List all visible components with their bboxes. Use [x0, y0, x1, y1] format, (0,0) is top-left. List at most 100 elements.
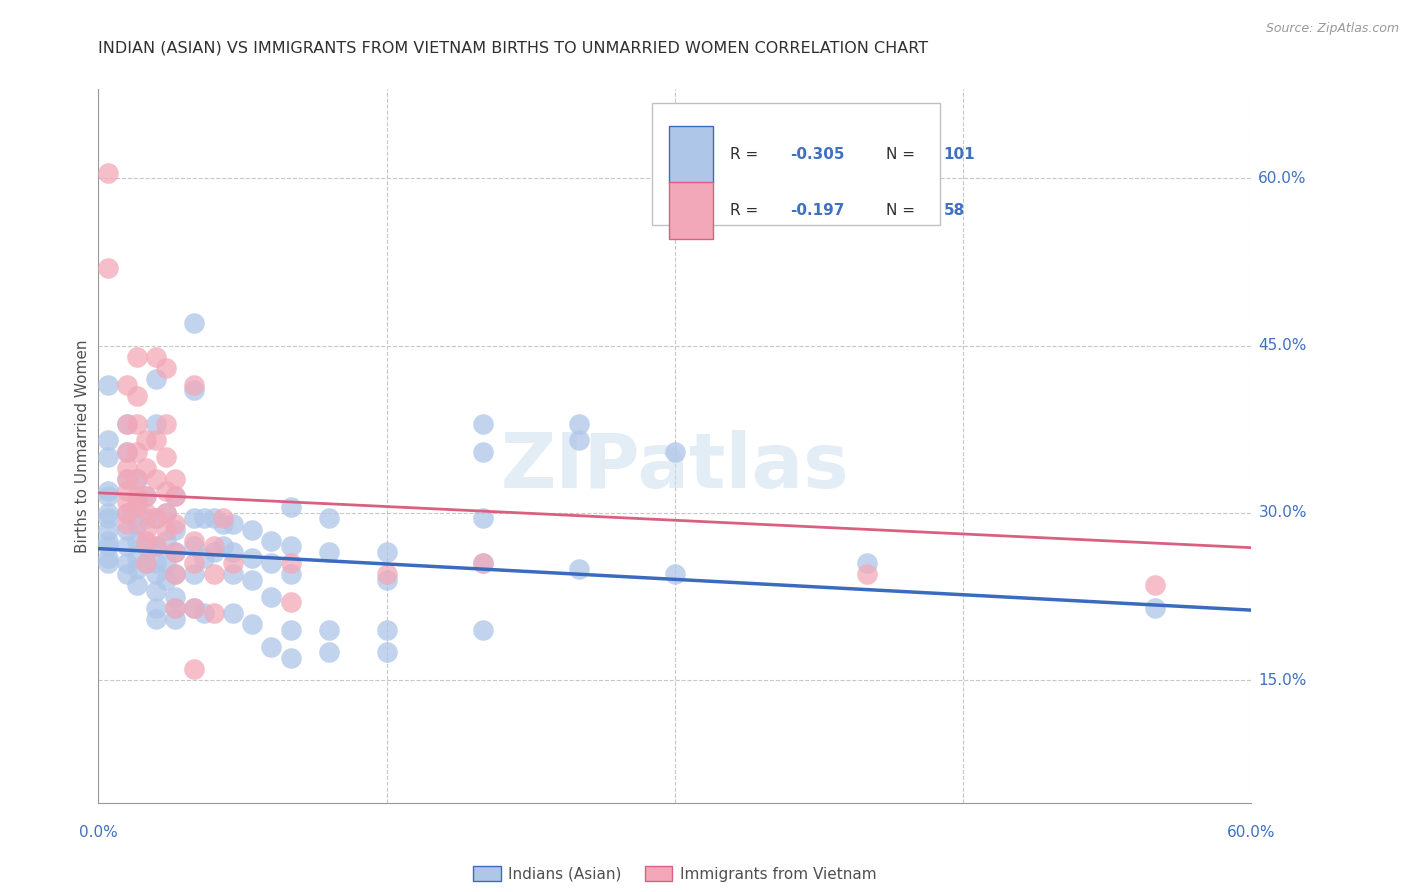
Point [165, 545, 187, 559]
Point [125, 500, 148, 515]
Point [165, 612, 187, 626]
Point [318, 645, 340, 659]
Point [135, 511, 157, 525]
Point [212, 539, 235, 553]
Point [117, 506, 138, 520]
Point [97, 506, 120, 520]
Point [117, 472, 138, 486]
Point [117, 377, 138, 392]
Point [125, 489, 148, 503]
Point [135, 489, 157, 503]
Text: INDIAN (ASIAN) VS IMMIGRANTS FROM VIETNAM BIRTHS TO UNMARRIED WOMEN CORRELATION : INDIAN (ASIAN) VS IMMIGRANTS FROM VIETNA… [98, 40, 928, 55]
Point [193, 607, 215, 621]
Point [97, 166, 120, 180]
Point [97, 483, 120, 498]
Point [183, 384, 205, 398]
Bar [669, 182, 713, 239]
Text: N =: N = [886, 147, 920, 162]
Y-axis label: Births to Unmarried Women: Births to Unmarried Women [75, 339, 90, 553]
Point [125, 472, 148, 486]
Point [568, 562, 591, 576]
FancyBboxPatch shape [652, 103, 941, 225]
Point [117, 417, 138, 431]
Point [183, 539, 205, 553]
Point [202, 567, 225, 582]
Point [117, 444, 138, 458]
Point [202, 511, 225, 525]
Point [135, 523, 157, 537]
Point [117, 506, 138, 520]
Text: R =: R = [730, 147, 763, 162]
Point [135, 539, 157, 553]
Point [471, 444, 494, 458]
Point [260, 640, 283, 654]
Point [125, 550, 148, 565]
Point [471, 556, 494, 570]
Point [145, 434, 167, 448]
Point [375, 645, 398, 659]
Point [183, 511, 205, 525]
Point [280, 567, 302, 582]
Point [125, 494, 148, 508]
Point [125, 533, 148, 548]
Point [125, 578, 148, 592]
Point [97, 260, 120, 275]
Point [471, 623, 494, 637]
Point [568, 434, 591, 448]
Point [135, 556, 157, 570]
Point [97, 523, 120, 537]
Point [125, 517, 148, 532]
Point [183, 567, 205, 582]
Point [145, 511, 167, 525]
Point [183, 662, 205, 676]
Point [155, 506, 177, 520]
Bar [669, 126, 713, 183]
Point [280, 651, 302, 665]
Point [145, 350, 167, 364]
Point [145, 511, 167, 525]
Point [97, 489, 120, 503]
Point [145, 539, 167, 553]
Point [125, 562, 148, 576]
Point [145, 417, 167, 431]
Point [260, 556, 283, 570]
Text: ZIPatlas: ZIPatlas [501, 431, 849, 504]
Text: 30.0%: 30.0% [1258, 506, 1306, 520]
Point [280, 595, 302, 609]
Point [165, 600, 187, 615]
Text: R =: R = [730, 202, 763, 218]
Point [117, 494, 138, 508]
Point [856, 556, 879, 570]
Point [280, 500, 302, 515]
Point [165, 567, 187, 582]
Text: 15.0%: 15.0% [1258, 673, 1306, 688]
Point [202, 539, 225, 553]
Point [155, 361, 177, 376]
Point [471, 556, 494, 570]
Point [375, 623, 398, 637]
Point [183, 317, 205, 331]
Point [260, 533, 283, 548]
Point [212, 511, 235, 525]
Point [145, 556, 167, 570]
Point [117, 417, 138, 431]
Point [318, 623, 340, 637]
Point [664, 444, 686, 458]
Text: -0.197: -0.197 [790, 202, 845, 218]
Point [135, 434, 157, 448]
Point [165, 489, 187, 503]
Point [471, 417, 494, 431]
Point [183, 600, 205, 615]
Point [145, 372, 167, 386]
Point [145, 567, 167, 582]
Point [375, 567, 398, 582]
Point [240, 550, 263, 565]
Point [1144, 578, 1167, 592]
Point [155, 483, 177, 498]
Point [202, 545, 225, 559]
Point [222, 607, 245, 621]
Point [280, 556, 302, 570]
Point [135, 556, 157, 570]
Point [145, 539, 167, 553]
Point [193, 550, 215, 565]
